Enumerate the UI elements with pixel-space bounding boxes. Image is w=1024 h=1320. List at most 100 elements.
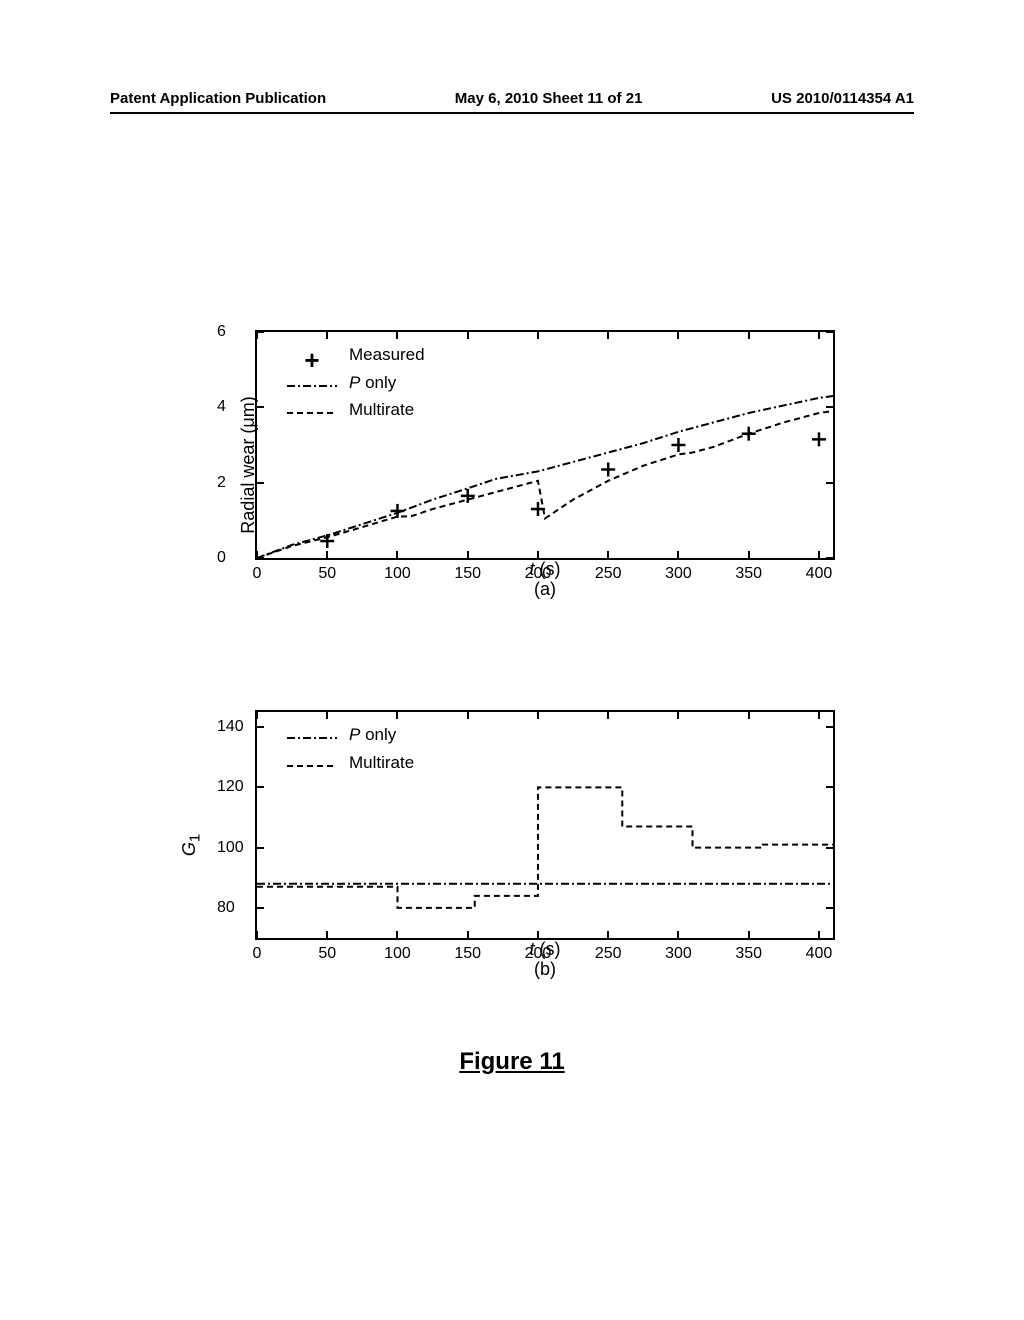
chart-b-plot-area: P only Multirate t (s) (b) 0501001502002…: [255, 710, 835, 940]
plus-marker: [671, 438, 685, 452]
legend-b-ponly: P only: [287, 722, 414, 748]
legend-ponly-label: P only: [349, 370, 396, 396]
chart-b-container: G1 P only Multirate t (s) (b) 0501001502…: [180, 700, 840, 990]
tick-mark: [818, 711, 820, 719]
tick-mark: [256, 482, 264, 484]
tick-mark: [467, 551, 469, 559]
tick-mark: [748, 931, 750, 939]
header-divider: [110, 112, 914, 114]
tick-mark: [607, 331, 609, 339]
tick-mark: [256, 406, 264, 408]
dashdot-line-icon: [287, 727, 337, 742]
tick-mark: [467, 711, 469, 719]
tick-mark: [677, 331, 679, 339]
page-header: Patent Application Publication May 6, 20…: [0, 90, 1024, 107]
tick-mark: [256, 907, 264, 909]
tick-mark: [748, 331, 750, 339]
tick-mark: [326, 331, 328, 339]
tick-mark: [537, 551, 539, 559]
tick-label: 400: [806, 945, 833, 963]
tick-mark: [256, 786, 264, 788]
tick-mark: [326, 711, 328, 719]
tick-label: 100: [217, 839, 244, 857]
tick-mark: [537, 331, 539, 339]
tick-mark: [677, 711, 679, 719]
tick-label: 350: [735, 945, 762, 963]
chart-a-container: Radial wear (μm) + Measured P only Multi…: [180, 320, 840, 610]
tick-mark: [256, 726, 264, 728]
tick-mark: [826, 786, 834, 788]
plus-marker: [742, 427, 756, 441]
tick-mark: [396, 711, 398, 719]
header-left: Patent Application Publication: [110, 90, 326, 107]
tick-label: 50: [318, 565, 336, 583]
tick-mark: [256, 931, 258, 939]
tick-label: 300: [665, 945, 692, 963]
tick-mark: [826, 331, 834, 333]
tick-mark: [537, 711, 539, 719]
tick-mark: [537, 931, 539, 939]
tick-mark: [256, 557, 264, 559]
tick-mark: [467, 931, 469, 939]
tick-mark: [677, 551, 679, 559]
legend-b-ponly-label: P only: [349, 722, 396, 748]
tick-mark: [256, 331, 264, 333]
tick-label: 300: [665, 565, 692, 583]
tick-label: 6: [217, 323, 226, 341]
tick-label: 350: [735, 565, 762, 583]
tick-mark: [826, 482, 834, 484]
tick-label: 250: [595, 945, 622, 963]
tick-label: 4: [217, 398, 226, 416]
tick-mark: [607, 931, 609, 939]
tick-mark: [326, 931, 328, 939]
tick-label: 100: [384, 945, 411, 963]
plus-icon: +: [287, 347, 337, 362]
tick-label: 100: [384, 565, 411, 583]
tick-mark: [818, 331, 820, 339]
tick-mark: [396, 931, 398, 939]
tick-label: 0: [253, 565, 262, 583]
tick-label: 50: [318, 945, 336, 963]
tick-mark: [826, 557, 834, 559]
tick-mark: [396, 551, 398, 559]
tick-label: 0: [217, 549, 226, 567]
tick-mark: [256, 847, 264, 849]
chart-b-legend: P only Multirate: [287, 722, 414, 777]
legend-b-multirate: Multirate: [287, 750, 414, 776]
tick-label: 400: [806, 565, 833, 583]
legend-measured: + Measured: [287, 342, 425, 368]
header-right: US 2010/0114354 A1: [771, 90, 914, 107]
chart-b-ylabel: G1: [179, 834, 204, 856]
tick-mark: [607, 551, 609, 559]
tick-label: 150: [454, 565, 481, 583]
tick-mark: [256, 711, 258, 719]
tick-label: 0: [253, 945, 262, 963]
tick-mark: [826, 726, 834, 728]
tick-label: 120: [217, 778, 244, 796]
tick-label: 80: [217, 899, 235, 917]
tick-mark: [396, 331, 398, 339]
tick-mark: [748, 551, 750, 559]
tick-mark: [826, 406, 834, 408]
tick-label: 200: [525, 565, 552, 583]
legend-b-multirate-label: Multirate: [349, 750, 414, 776]
legend-multirate: Multirate: [287, 397, 425, 423]
dash-line-icon: [287, 755, 337, 770]
tick-mark: [607, 711, 609, 719]
tick-mark: [677, 931, 679, 939]
tick-mark: [826, 907, 834, 909]
header-center: May 6, 2010 Sheet 11 of 21: [455, 90, 643, 107]
tick-mark: [826, 847, 834, 849]
tick-label: 150: [454, 945, 481, 963]
tick-mark: [467, 331, 469, 339]
chart-a-plot-area: + Measured P only Multirate t (s) (a) 05…: [255, 330, 835, 560]
chart-a-legend: + Measured P only Multirate: [287, 342, 425, 425]
legend-measured-label: Measured: [349, 342, 425, 368]
plus-marker: [601, 462, 615, 476]
plus-marker: [812, 432, 826, 446]
dash-line-icon: [287, 402, 337, 417]
tick-label: 2: [217, 474, 226, 492]
legend-multirate-label: Multirate: [349, 397, 414, 423]
tick-mark: [818, 551, 820, 559]
tick-label: 200: [525, 945, 552, 963]
